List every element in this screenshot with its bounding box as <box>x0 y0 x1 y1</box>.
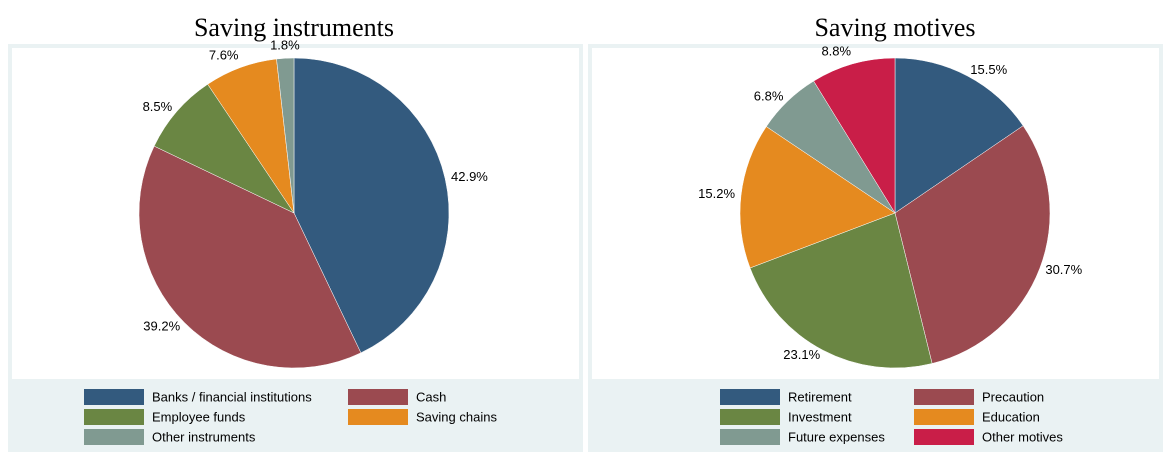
legend-label: Education <box>982 409 1040 424</box>
pie-slice <box>293 57 450 354</box>
value-label: 15.2% <box>698 186 735 201</box>
legend-label: Precaution <box>982 389 1044 404</box>
value-label: 42.9% <box>451 169 488 184</box>
legend-swatch <box>84 389 144 405</box>
pie-slice <box>894 57 1024 214</box>
value-label: 7.6% <box>209 47 239 62</box>
pie-slice <box>276 57 295 214</box>
legend-label: Banks / financial institutions <box>152 389 312 404</box>
legend-label: Future expenses <box>788 429 885 444</box>
legend-swatch <box>914 389 974 405</box>
legend-label: Other motives <box>982 429 1063 444</box>
legend-swatch <box>348 409 408 425</box>
chart-title: Saving motives <box>814 13 975 42</box>
legend-swatch <box>84 429 144 445</box>
legend-swatch <box>720 429 780 445</box>
legend-swatch <box>720 389 780 405</box>
value-label: 39.2% <box>143 318 180 333</box>
value-label: 8.5% <box>143 99 173 114</box>
legend-swatch <box>914 409 974 425</box>
pie-slice <box>138 145 362 369</box>
legend-swatch <box>84 409 144 425</box>
value-label: 8.8% <box>821 44 851 59</box>
value-label: 30.7% <box>1045 262 1082 277</box>
chart-title: Saving instruments <box>194 13 394 42</box>
value-label: 15.5% <box>970 62 1007 77</box>
legend-swatch <box>720 409 780 425</box>
legend-label: Other instruments <box>152 429 256 444</box>
pie-slice <box>894 125 1051 364</box>
legend-swatch <box>348 389 408 405</box>
pie-slice <box>749 212 933 369</box>
legend-label: Saving chains <box>416 409 497 424</box>
legend-label: Employee funds <box>152 409 246 424</box>
value-label: 1.8% <box>270 38 300 53</box>
pie-slice <box>813 57 896 214</box>
legend-label: Investment <box>788 409 852 424</box>
pie-slice <box>739 126 896 269</box>
value-label: 6.8% <box>754 88 784 103</box>
legend-swatch <box>914 429 974 445</box>
legend-label: Cash <box>416 389 446 404</box>
legend-label: Retirement <box>788 389 852 404</box>
value-label: 23.1% <box>783 347 820 362</box>
